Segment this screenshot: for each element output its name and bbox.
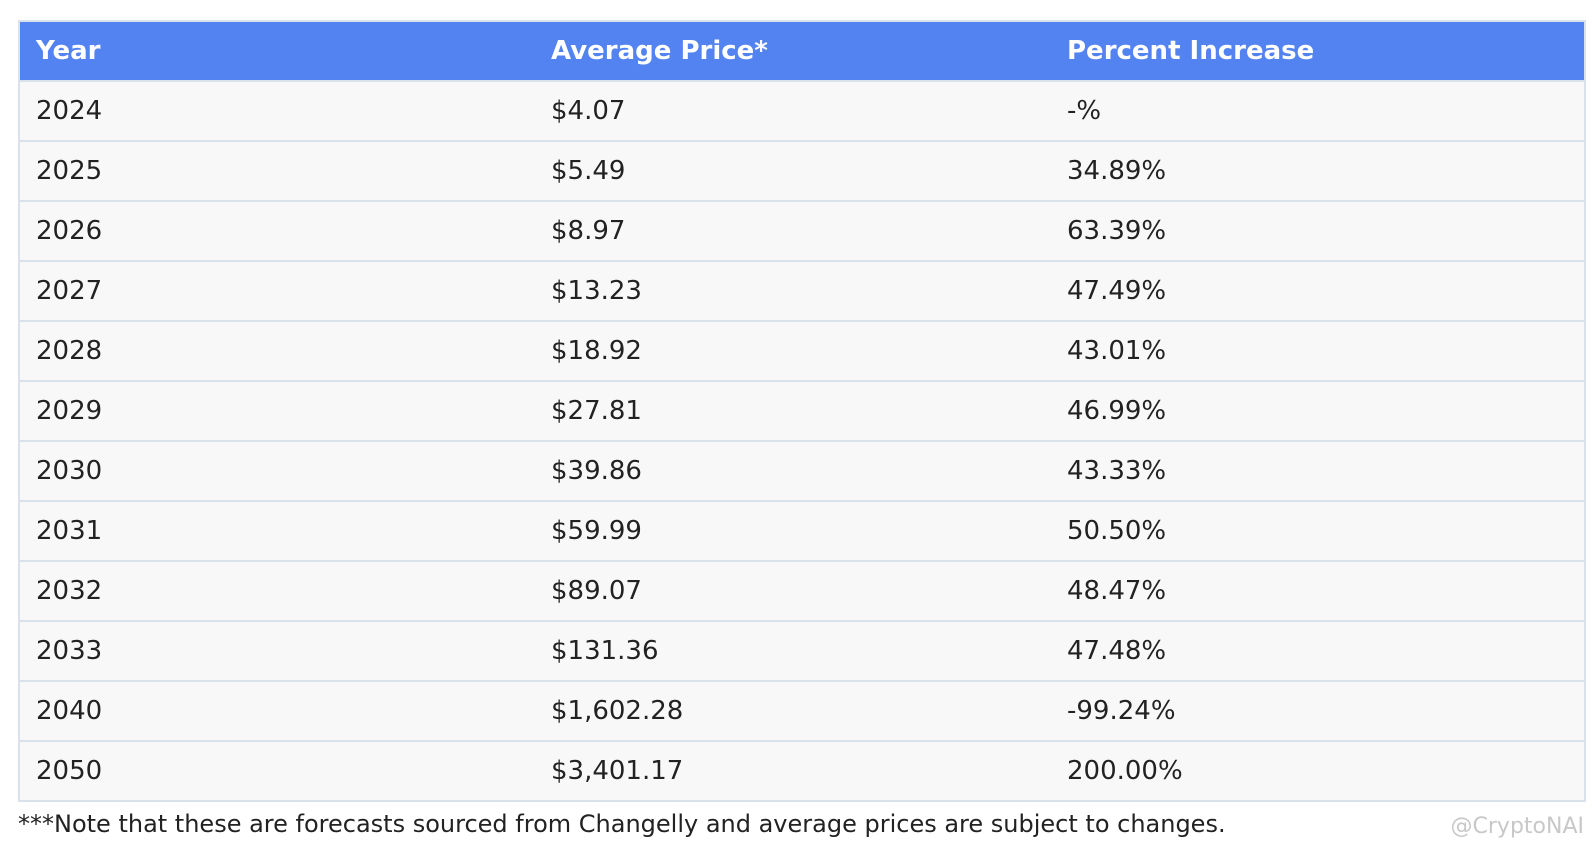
table-cell: 47.49%: [1051, 260, 1585, 321]
table-row: 2032 $89.07 48.47%: [19, 560, 1585, 621]
table-cell: $39.86: [535, 440, 1051, 501]
table-cell: $131.36: [535, 620, 1051, 681]
table-cell: 2028: [19, 320, 535, 381]
table-cell: $59.99: [535, 500, 1051, 561]
table-cell: 43.01%: [1051, 320, 1585, 381]
table-cell: 43.33%: [1051, 440, 1585, 501]
table-cell: $3,401.17: [535, 740, 1051, 801]
table-row: 2040 $1,602.28 -99.24%: [19, 680, 1585, 741]
table-cell: 47.48%: [1051, 620, 1585, 681]
table-cell: 2040: [19, 680, 535, 741]
table-cell: 2033: [19, 620, 535, 681]
table-cell: 50.50%: [1051, 500, 1585, 561]
header-row: Year Average Price* Percent Increase: [19, 21, 1585, 81]
table-row: 2031 $59.99 50.50%: [19, 500, 1585, 561]
table-cell: $13.23: [535, 260, 1051, 321]
table-cell: 2030: [19, 440, 535, 501]
table-row: 2050 $3,401.17 200.00%: [19, 740, 1585, 801]
table-row: 2026 $8.97 63.39%: [19, 200, 1585, 261]
table-row: 2025 $5.49 34.89%: [19, 140, 1585, 201]
table-row: 2024 $4.07 -%: [19, 80, 1585, 141]
table-row: 2030 $39.86 43.33%: [19, 440, 1585, 501]
table-row: 2027 $13.23 47.49%: [19, 260, 1585, 321]
header-cell: Year: [19, 21, 535, 81]
table-cell: $89.07: [535, 560, 1051, 621]
table-cell: 2032: [19, 560, 535, 621]
table-cell: 34.89%: [1051, 140, 1585, 201]
table-cell: 48.47%: [1051, 560, 1585, 621]
table-cell: $4.07: [535, 80, 1051, 141]
table-cell: 46.99%: [1051, 380, 1585, 441]
table-cell: $5.49: [535, 140, 1051, 201]
table-body: 2024 $4.07 -% 2025 $5.49 34.89% 2026 $8.97 63.39…: [19, 80, 1585, 801]
table-row: 2029 $27.81 46.99%: [19, 380, 1585, 441]
table-cell: 2025: [19, 140, 535, 201]
table-cell: $27.81: [535, 380, 1051, 441]
table-cell: $8.97: [535, 200, 1051, 261]
table-cell: 63.39%: [1051, 200, 1585, 261]
table-cell: 2050: [19, 740, 535, 801]
table-cell: 200.00%: [1051, 740, 1585, 801]
table-row: 2033 $131.36 47.48%: [19, 620, 1585, 681]
table-cell: 2026: [19, 200, 535, 261]
price-table: Year Average Price* Percent Increase 2024 $…: [18, 20, 1586, 802]
table-row: 2028 $18.92 43.01%: [19, 320, 1585, 381]
table-cell: $18.92: [535, 320, 1051, 381]
table-cell: $1,602.28: [535, 680, 1051, 741]
table-container: Year Average Price* Percent Increase 2024 $…: [18, 20, 1586, 802]
table-cell: 2027: [19, 260, 535, 321]
header-cell: Average Price*: [535, 21, 1051, 81]
table-cell: 2031: [19, 500, 535, 561]
watermark: @CryptoNAI: [1450, 814, 1584, 839]
table-cell: -99.24%: [1051, 680, 1585, 741]
footnote: ***Note that these are forecasts sourced…: [18, 810, 1226, 838]
table-cell: 2029: [19, 380, 535, 441]
table-cell: 2024: [19, 80, 535, 141]
table-cell: -%: [1051, 80, 1585, 141]
header-cell: Percent Increase: [1051, 21, 1585, 81]
